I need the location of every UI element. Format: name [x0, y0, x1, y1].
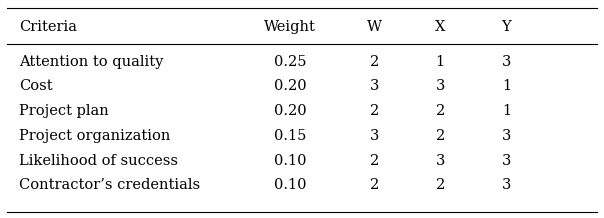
Text: 0.25: 0.25	[274, 55, 306, 69]
Text: 2: 2	[435, 104, 445, 118]
Text: 2: 2	[370, 104, 379, 118]
Text: 0.20: 0.20	[274, 79, 306, 93]
Text: 0.15: 0.15	[274, 129, 306, 143]
Text: Weight: Weight	[264, 20, 316, 34]
Text: 2: 2	[370, 55, 379, 69]
Text: 2: 2	[435, 178, 445, 192]
Text: 3: 3	[435, 79, 445, 93]
Text: 0.20: 0.20	[274, 104, 306, 118]
Text: 3: 3	[370, 79, 379, 93]
Text: X: X	[435, 20, 446, 34]
Text: Y: Y	[501, 20, 512, 34]
Text: 3: 3	[502, 178, 511, 192]
Text: 3: 3	[502, 129, 511, 143]
Text: 3: 3	[370, 129, 379, 143]
Text: Contractor’s credentials: Contractor’s credentials	[19, 178, 201, 192]
Text: W: W	[367, 20, 382, 34]
Text: Criteria: Criteria	[19, 20, 77, 34]
Text: 3: 3	[502, 154, 511, 168]
Text: 3: 3	[435, 154, 445, 168]
Text: 1: 1	[435, 55, 445, 69]
Text: Cost: Cost	[19, 79, 53, 93]
Text: Likelihood of success: Likelihood of success	[19, 154, 178, 168]
Text: 3: 3	[502, 55, 511, 69]
Text: 0.10: 0.10	[274, 154, 306, 168]
Text: Project organization: Project organization	[19, 129, 171, 143]
Text: Project plan: Project plan	[19, 104, 109, 118]
Text: 2: 2	[435, 129, 445, 143]
Text: 2: 2	[370, 154, 379, 168]
Text: 1: 1	[502, 104, 511, 118]
Text: Attention to quality: Attention to quality	[19, 55, 164, 69]
Text: 2: 2	[370, 178, 379, 192]
Text: 1: 1	[502, 79, 511, 93]
Text: 0.10: 0.10	[274, 178, 306, 192]
